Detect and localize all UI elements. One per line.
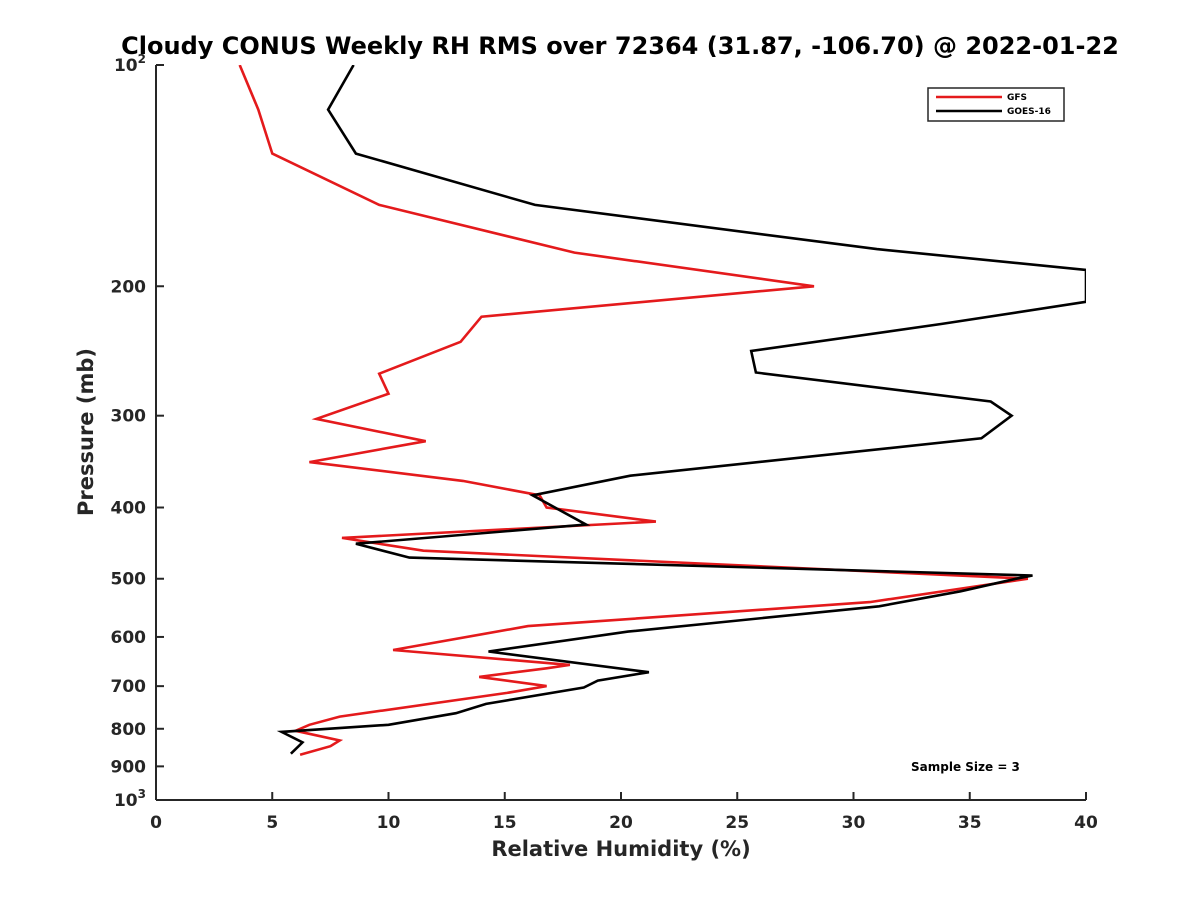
y-tick-label: 900 [111,757,147,777]
series-group [238,65,1086,757]
y-tick-label: 200 [111,277,147,297]
y-tick-base: 500 [111,570,147,590]
x-tick-label: 10 [377,813,401,833]
y-tick-base: 200 [111,277,147,297]
x-tick-label: 5 [266,813,278,833]
series-line-gfs [238,65,1029,757]
series-line-goes16 [276,65,1086,755]
y-tick-label: 102 [114,52,146,76]
x-ticks: 0 5 10 15 20 25 30 35 40 [150,792,1098,833]
legend: GFS GOES-16 [927,87,1065,122]
legend-label-goes16: GOES-16 [1007,107,1051,117]
y-tick-base: 600 [111,628,147,648]
x-tick-label: 0 [150,813,162,833]
y-tick-label: 300 [111,407,147,427]
x-axis-label: Relative Humidity (%) [491,837,750,861]
x-tick-label: 35 [958,813,982,833]
y-tick-label: 400 [111,499,147,519]
y-tick-label: 103 [114,787,146,811]
sample-size-annotation: Sample Size = 3 [911,760,1020,774]
plot-area [155,65,1086,801]
y-tick-label: 800 [111,720,147,740]
y-tick-label: 600 [111,628,147,648]
y-tick-base: 300 [111,407,147,427]
legend-box [927,87,1065,122]
y-tick-base: 400 [111,499,147,519]
y-axis-label: Pressure (mb) [74,348,98,516]
chart-title: Cloudy CONUS Weekly RH RMS over 72364 (3… [121,32,1119,60]
x-tick-label: 20 [609,813,633,833]
y-tick-base: 800 [111,720,147,740]
y-tick-base: 700 [111,677,147,697]
x-tick-label: 40 [1074,813,1098,833]
y-tick-exponent: 2 [138,52,146,66]
x-tick-label: 30 [842,813,866,833]
y-tick-exponent: 3 [138,787,146,801]
y-tick-base: 10 [114,56,138,76]
legend-label-gfs: GFS [1007,93,1027,103]
y-tick-base: 900 [111,757,147,777]
y-tick-base: 10 [114,791,138,811]
y-tick-label: 500 [111,570,147,590]
x-tick-label: 25 [725,813,749,833]
x-tick-label: 15 [493,813,517,833]
y-tick-label: 700 [111,677,147,697]
